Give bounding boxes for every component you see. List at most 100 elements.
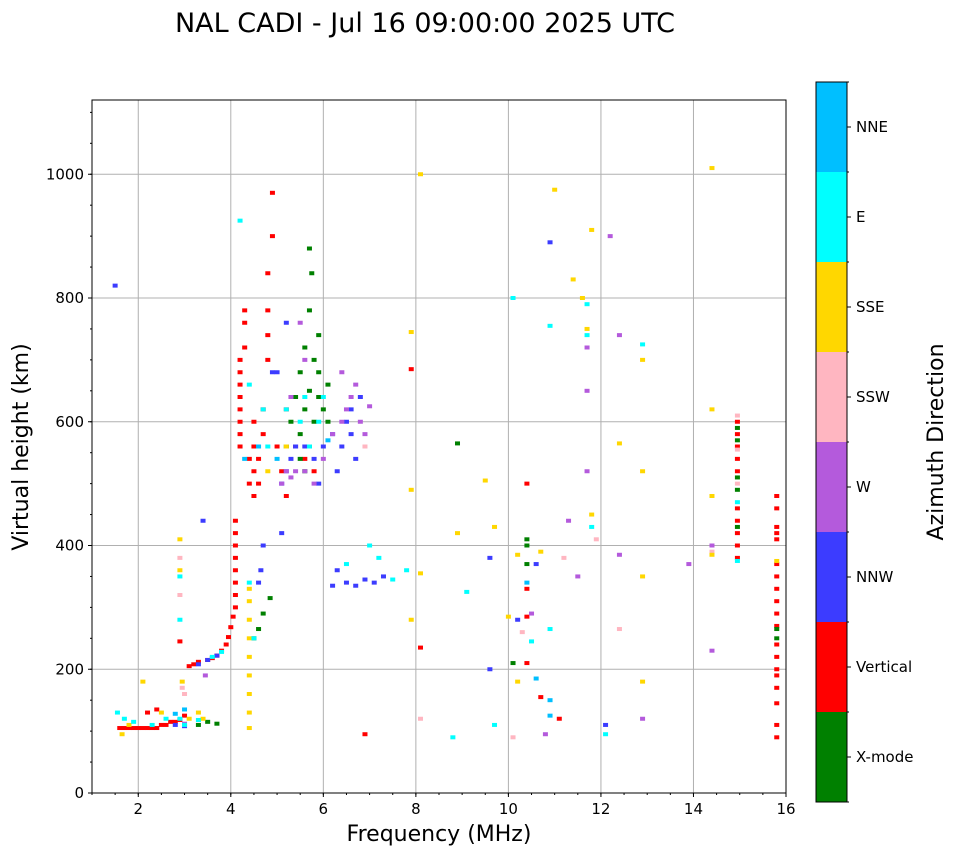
echo-point-w <box>293 469 299 474</box>
echo-point-w <box>686 562 692 567</box>
echo-point-nnw <box>533 562 539 567</box>
echo-point-vertical <box>734 506 740 511</box>
echo-point-vertical <box>524 614 530 619</box>
echo-point-vertical <box>774 494 780 498</box>
echo-point-vertical <box>774 531 780 536</box>
echo-point-vertical <box>774 537 780 542</box>
echo-point-vertical <box>774 562 780 567</box>
echo-point-sse <box>417 571 423 576</box>
echo-point-x-mode <box>455 441 461 446</box>
echo-point-x-mode <box>524 537 530 542</box>
echo-point-vertical <box>251 494 257 498</box>
echo-point-e <box>734 500 740 505</box>
echo-point-nnw <box>256 580 262 585</box>
echo-point-sse <box>589 227 595 232</box>
echo-point-w <box>353 382 359 387</box>
echo-point-x-mode <box>267 596 273 601</box>
echo-point-nnw <box>334 469 340 474</box>
echo-point-ssw <box>519 630 525 635</box>
echo-point-w <box>616 333 622 338</box>
y-tick-label: 600 <box>55 413 84 431</box>
echo-point-nnw <box>357 395 363 399</box>
echo-point-nne <box>274 456 280 461</box>
echo-point-vertical <box>283 494 289 498</box>
y-axis-ticks: 0 200 400 600 800 1000 <box>46 111 92 802</box>
colorbar-tick-label: SSW <box>856 388 890 406</box>
echo-point-nnw <box>348 432 354 437</box>
echo-point-vertical <box>237 407 243 412</box>
echo-point-w <box>709 543 715 548</box>
colorbar-segment <box>816 532 847 622</box>
echo-point-w <box>288 395 294 399</box>
echo-point-sse <box>616 441 622 446</box>
echo-point-vertical <box>242 308 248 313</box>
echo-point-nnw <box>339 444 345 449</box>
echo-point-vertical <box>237 419 243 424</box>
echo-point-e <box>450 735 456 740</box>
echo-point-vertical <box>774 611 780 616</box>
echo-point-nne <box>182 707 188 712</box>
echo-point-vertical <box>154 707 160 712</box>
echo-point-e <box>209 654 215 659</box>
echo-point-vertical <box>774 506 780 511</box>
echo-point-vertical <box>232 543 238 548</box>
echo-point-sse <box>492 524 498 529</box>
echo-point-nnw <box>200 518 206 523</box>
echo-point-x-mode <box>311 357 317 362</box>
echo-point-w <box>357 419 363 424</box>
echo-point-vertical <box>734 555 740 560</box>
echo-point-nnw <box>371 580 377 585</box>
x-tick-label: 2 <box>133 800 143 818</box>
echo-point-vertical <box>237 432 243 437</box>
echo-point-vertical <box>154 726 160 731</box>
echo-point-x-mode <box>524 543 530 548</box>
echo-point-nnw <box>195 662 201 667</box>
echo-point-vertical <box>556 716 562 721</box>
echo-point-nnw <box>515 617 521 622</box>
echo-point-nne <box>524 580 530 585</box>
echo-point-sse <box>505 614 511 619</box>
echo-point-sse <box>709 494 715 498</box>
echo-point-vertical <box>251 469 257 474</box>
echo-point-nne <box>172 711 178 716</box>
echo-point-x-mode <box>316 333 322 338</box>
echo-point-vertical <box>774 685 780 690</box>
plot-frame <box>91 99 787 794</box>
colorbar-tick-label: NNW <box>856 568 893 586</box>
echo-point-x-mode <box>302 407 308 412</box>
echo-point-vertical <box>246 481 252 486</box>
echo-point-nnw <box>283 320 289 325</box>
echo-point-e <box>260 407 266 412</box>
y-tick-label: 1000 <box>46 165 84 183</box>
echo-point-nnw <box>487 555 493 560</box>
echo-point-nne <box>256 444 262 449</box>
colorbar-segment <box>816 622 847 712</box>
echo-point-sse <box>570 277 576 282</box>
echo-point-nnw <box>320 444 326 449</box>
echo-point-vertical <box>734 469 740 474</box>
echo-point-vertical <box>774 735 780 740</box>
echo-point-nnw <box>334 568 340 573</box>
echo-point-e <box>177 617 183 622</box>
colorbar-segment <box>816 82 847 172</box>
echo-point-vertical <box>232 605 238 610</box>
echo-point-w <box>302 469 308 474</box>
echo-point-vertical <box>232 593 238 597</box>
x-tick-label: 10 <box>499 800 518 818</box>
echo-point-e <box>529 639 535 644</box>
echo-point-vertical <box>121 726 127 731</box>
echo-point-sse <box>538 549 544 554</box>
echo-point-e <box>177 574 183 579</box>
echo-point-w <box>339 419 345 424</box>
echo-point-x-mode <box>297 370 303 375</box>
echo-point-e <box>640 342 646 347</box>
echo-point-sse <box>482 478 488 483</box>
echo-point-vertical <box>774 623 780 628</box>
echo-point-vertical <box>232 568 238 573</box>
echo-point-e <box>320 395 326 399</box>
echo-point-nnw <box>362 577 368 582</box>
echo-point-sse <box>177 568 183 573</box>
echo-point-nnw <box>603 722 609 727</box>
echo-point-nnw <box>302 444 308 449</box>
echo-point-vertical <box>237 357 243 362</box>
